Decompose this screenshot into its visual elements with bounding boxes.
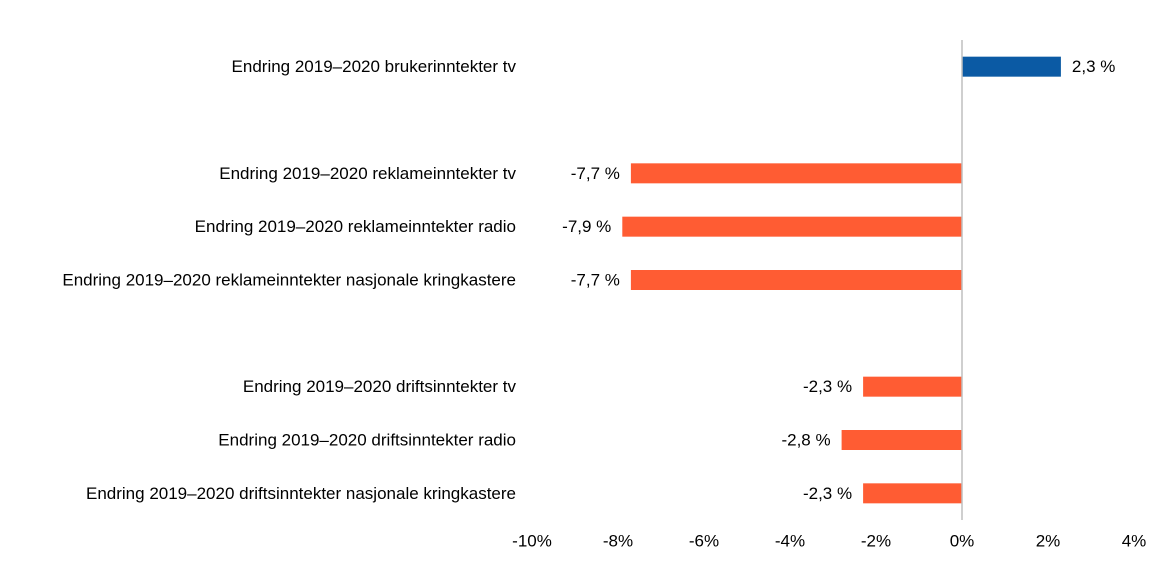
x-tick-label: -6% [689, 532, 719, 551]
x-tick-label: -8% [603, 532, 633, 551]
category-label: Endring 2019–2020 driftsinntekter nasjon… [86, 484, 516, 503]
category-label: Endring 2019–2020 reklameinntekter radio [195, 217, 516, 236]
bar [841, 430, 962, 450]
bar [622, 216, 962, 237]
x-tick-label: 4% [1122, 532, 1147, 551]
category-label: Endring 2019–2020 driftsinntekter tv [243, 377, 517, 396]
x-tick-label: 0% [950, 532, 975, 551]
data-labels: 2,3 % -7,7 % -7,9 % -7,7 % -2,3 % -2,8 % -2,3 … [562, 57, 1115, 503]
data-label: -2,3 % [803, 377, 852, 396]
category-label: Endring 2019–2020 driftsinntekter radio [218, 431, 516, 450]
category-label: Endring 2019–2020 reklameinntekter nasjo… [62, 271, 516, 290]
data-label: -7,9 % [562, 217, 611, 236]
x-tick-label: -4% [775, 532, 805, 551]
data-label: -2,8 % [781, 431, 830, 450]
bar [962, 56, 1061, 77]
category-label: Endring 2019–2020 reklameinntekter tv [219, 164, 516, 183]
data-label: 2,3 % [1072, 57, 1115, 76]
bar [863, 483, 962, 504]
bar [630, 270, 962, 290]
bars-group [622, 56, 1061, 504]
data-label: -7,7 % [571, 164, 620, 183]
bar [630, 163, 962, 184]
data-label: -2,3 % [803, 484, 852, 503]
category-labels: Endring 2019–2020 brukerinntekter tv Endr… [62, 57, 516, 503]
bar [863, 376, 962, 397]
x-tick-label: -2% [861, 532, 891, 551]
category-label: Endring 2019–2020 brukerinntekter tv [232, 57, 517, 76]
data-label: -7,7 % [571, 271, 620, 290]
x-axis-tick-labels: -10% -8% -6% -4% -2% 0% 2% 4% [512, 532, 1146, 551]
x-tick-label: -10% [512, 532, 552, 551]
x-tick-label: 2% [1036, 532, 1061, 551]
